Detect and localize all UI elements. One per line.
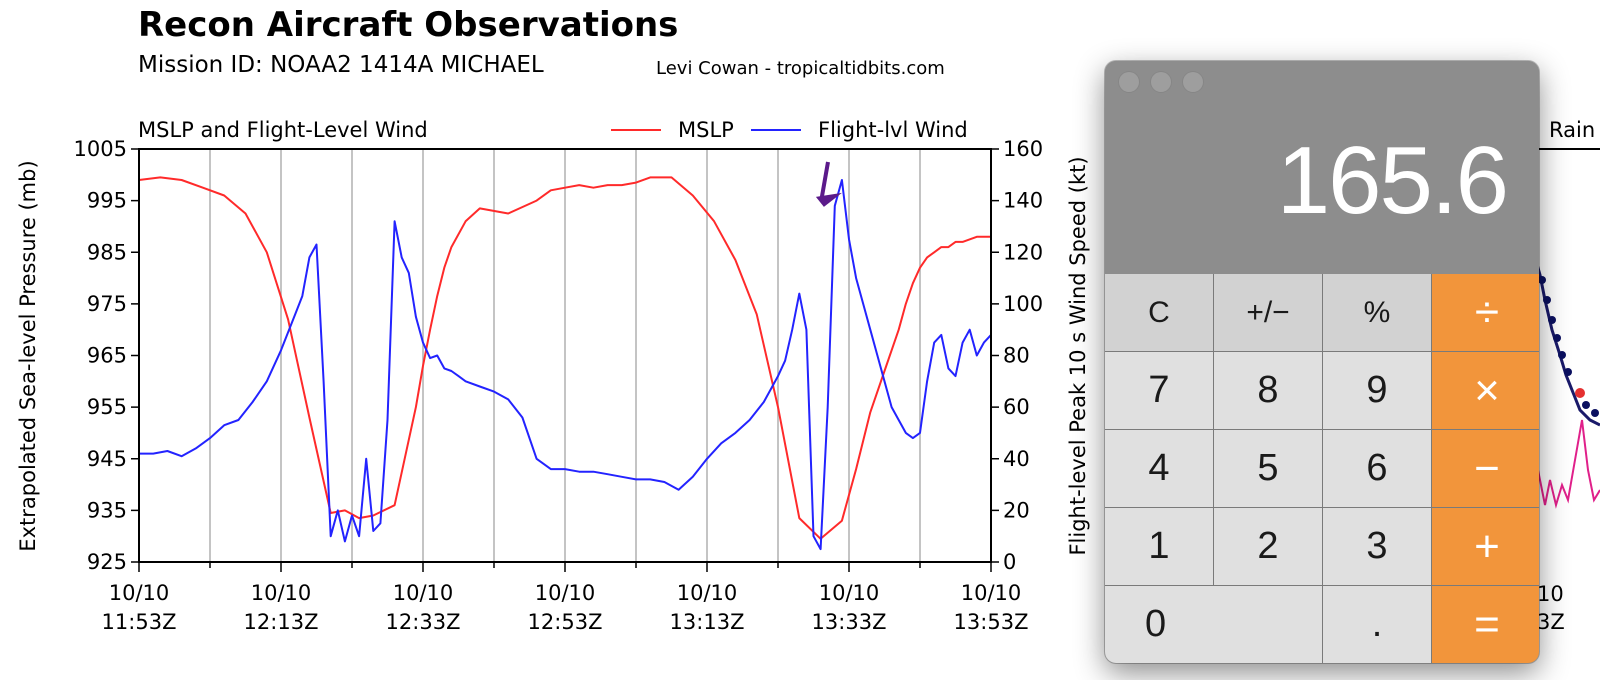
calculator-window: 165.6 C +/−% ÷ 7 8 9 × 4 5 6− 1 2 3 +0. = [1105, 61, 1539, 663]
right-axis-label: Flight-level Peak 10 s Wind Speed (kt) [1066, 156, 1090, 555]
left-tick-label: 925 [87, 550, 127, 574]
x-tick-label-time: 13:13Z [670, 610, 745, 634]
x-tick-label-time: 12:33Z [386, 610, 461, 634]
key-equals[interactable]: = [1432, 586, 1539, 663]
credit: Levi Cowan - tropicaltidbits.com [656, 58, 945, 79]
right-panel-fragment: Rain 10 3Z [1530, 118, 1600, 634]
right-panel-label: Rain [1549, 118, 1595, 142]
annotation-arrow [815, 161, 842, 207]
left-tick-label: 945 [87, 447, 127, 471]
right-tick-label: 80 [1003, 344, 1030, 368]
axis-ticks: 10/10 11:53Z 10/10 12:13Z 10/10 12:33Z 10/10 12… [74, 137, 1044, 634]
key-divide[interactable]: ÷ [1432, 274, 1539, 351]
key-3[interactable]: 3 [1323, 508, 1431, 585]
left-tick-label: 995 [87, 189, 127, 213]
left-tick-label: 975 [87, 292, 127, 316]
key-1[interactable]: 1 [1105, 508, 1213, 585]
x-tick-label-date: 10/10 [961, 581, 1022, 605]
left-tick-label: 985 [87, 240, 127, 264]
x-tick-label-date: 10/10 [819, 581, 880, 605]
zoom-button[interactable] [1182, 71, 1204, 93]
right-tick-label: 20 [1003, 498, 1030, 522]
x-tick-label-time: 13:33Z [812, 610, 887, 634]
right-tick-label: 100 [1003, 292, 1043, 316]
legend-mslp-label: MSLP [678, 118, 734, 142]
calculator-keypad: C +/−% ÷ 7 8 9 × 4 5 6− 1 2 3 +0. = [1105, 274, 1539, 663]
right-tick-label: 0 [1003, 550, 1016, 574]
right-tick-label: 40 [1003, 447, 1030, 471]
left-tick-label: 965 [87, 344, 127, 368]
right-tick-label: 120 [1003, 240, 1043, 264]
left-tick-label: 935 [87, 498, 127, 522]
mission-id: Mission ID: NOAA2 1414A MICHAEL [138, 52, 544, 78]
key-6[interactable]: 6 [1323, 430, 1431, 507]
key-2[interactable]: 2 [1214, 508, 1322, 585]
right-tick-label: 60 [1003, 395, 1030, 419]
x-tick-label-date: 10/10 [535, 581, 596, 605]
grid [209, 149, 921, 562]
key-add[interactable]: + [1432, 508, 1539, 585]
key-percent[interactable]: % [1323, 274, 1431, 351]
x-tick-label-time: 13:53Z [954, 610, 1029, 634]
key-multiply[interactable]: × [1432, 352, 1539, 429]
x-tick-label-date: 10/10 [251, 581, 312, 605]
series-layer [138, 176, 992, 551]
wind-series-line [139, 179, 992, 551]
key-5[interactable]: 5 [1214, 430, 1322, 507]
key-sign[interactable]: +/− [1214, 274, 1322, 351]
x-tick-label-time: 12:53Z [528, 610, 603, 634]
key-9[interactable]: 9 [1323, 352, 1431, 429]
x-tick-label-date: 10/10 [393, 581, 454, 605]
calculator-display: 165.6 [1105, 101, 1539, 274]
key-0[interactable]: 0 [1105, 586, 1322, 663]
mslp-series-line [138, 176, 991, 540]
legend-wind-label: Flight-lvl Wind [818, 118, 968, 142]
x-tick-label-date: 10/10 [109, 581, 170, 605]
key-8[interactable]: 8 [1214, 352, 1322, 429]
right-tick-label: 140 [1003, 189, 1043, 213]
minimize-button[interactable] [1150, 71, 1172, 93]
calculator-titlebar[interactable] [1105, 61, 1539, 101]
figure-title: Recon Aircraft Observations [138, 5, 678, 45]
x-tick-label-time: 11:53Z [102, 610, 177, 634]
x-tick-label-time: 12:13Z [244, 610, 319, 634]
key-clear[interactable]: C [1105, 274, 1213, 351]
right-panel-tick-bottom: 3Z [1537, 610, 1565, 634]
key-7[interactable]: 7 [1105, 352, 1213, 429]
chart-title: MSLP and Flight-Level Wind [138, 118, 428, 142]
close-button[interactable] [1118, 71, 1140, 93]
right-tick-label: 160 [1003, 137, 1043, 161]
key-4[interactable]: 4 [1105, 430, 1213, 507]
left-tick-label: 955 [87, 395, 127, 419]
right-panel-tick-top: 10 [1537, 582, 1564, 606]
left-tick-label: 1005 [74, 137, 127, 161]
key-subtract[interactable]: − [1432, 430, 1539, 507]
key-decimal[interactable]: . [1323, 586, 1431, 663]
x-tick-label-date: 10/10 [677, 581, 738, 605]
left-axis-label: Extrapolated Sea-level Pressure (mb) [16, 160, 40, 551]
